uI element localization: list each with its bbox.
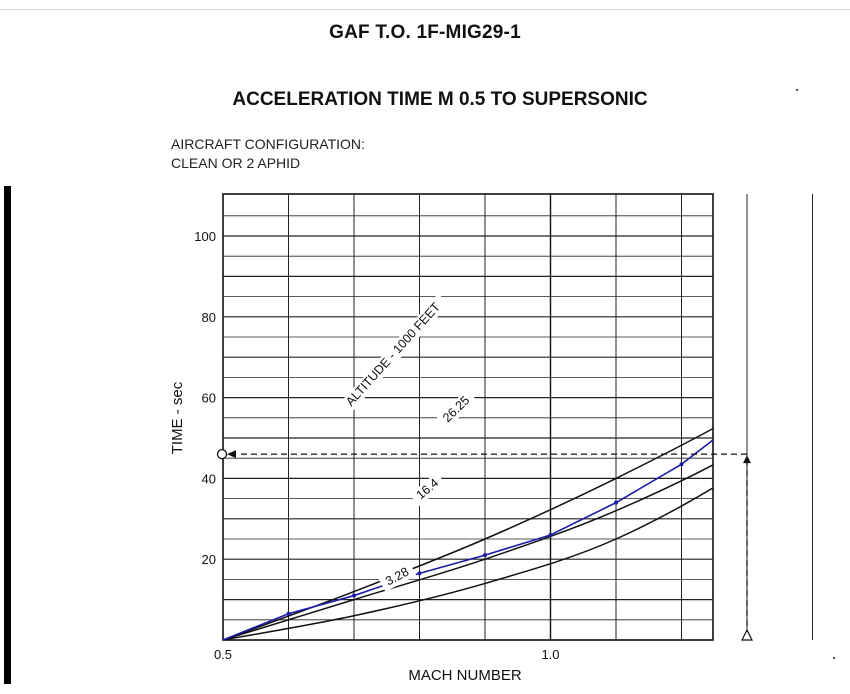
- change-bar: [4, 186, 11, 684]
- y-tick-label: 40: [202, 471, 216, 486]
- scan-speck: [833, 657, 835, 659]
- overlay-series-point: [286, 611, 291, 616]
- series-line-26.25: [223, 427, 713, 640]
- x-tick-label: 1.0: [541, 647, 559, 662]
- example-end-marker: [216, 449, 228, 460]
- curve-label-26-25-backing: [436, 389, 477, 430]
- curve-label-16-4-group: 16.4: [409, 472, 446, 507]
- curve-label-16-4-backing: [409, 472, 446, 507]
- y-axis-label: TIME - sec: [169, 381, 186, 454]
- y-tick-label: 100: [194, 229, 216, 244]
- top-rule: [0, 9, 850, 10]
- curves: [223, 427, 713, 640]
- example-up-arrow: [743, 455, 751, 464]
- y-tick-label: 60: [202, 391, 216, 406]
- curve-family-label: ALTITUDE - 1000 FEET: [343, 300, 443, 409]
- document-header: GAF T.O. 1F-MIG29-1: [329, 22, 521, 43]
- overlay-series-point: [483, 553, 487, 558]
- aircraft-configuration: AIRCRAFT CONFIGURATION: CLEAN OR 2 APHID: [171, 135, 365, 173]
- example-left-arrow: [227, 450, 236, 459]
- x-axis-label: MACH NUMBER: [408, 667, 522, 684]
- example-path: [216, 449, 753, 641]
- overlay-series-point: [417, 571, 422, 576]
- overlay-series-point: [548, 532, 553, 537]
- chart-title: ACCELERATION TIME M 0.5 TO SUPERSONIC: [232, 89, 648, 110]
- overlay-series-point: [223, 638, 225, 640]
- curve-label-3-28-backing: [378, 562, 417, 592]
- overlay-series-point: [614, 500, 618, 505]
- series-line-16.4: [223, 464, 713, 640]
- configuration-label: AIRCRAFT CONFIGURATION:: [171, 136, 365, 152]
- configuration-value: CLEAN OR 2 APHID: [171, 155, 301, 171]
- example-start-triangle: [741, 628, 753, 641]
- overlay-series-point: [352, 593, 356, 598]
- overlay-series-point: [679, 462, 684, 467]
- x-tick-label: 0.5: [214, 647, 232, 662]
- y-tick-label: 80: [202, 310, 216, 325]
- plot-frame: [222, 193, 714, 641]
- series-line-3.28: [223, 486, 713, 640]
- scan-speck: [796, 89, 798, 91]
- curve-label-26-25-group: 26.25: [436, 389, 477, 430]
- curve-family-label-backing: [337, 293, 450, 416]
- grid: [222, 193, 813, 641]
- y-tick-label: 20: [202, 552, 216, 567]
